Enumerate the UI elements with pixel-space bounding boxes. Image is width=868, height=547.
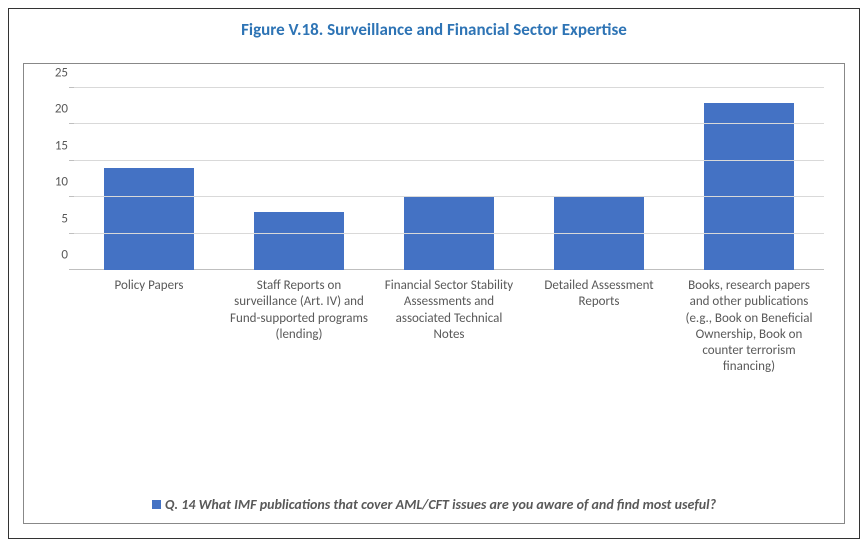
gridline — [74, 233, 824, 234]
ytick-label: 0 — [38, 248, 68, 263]
ytick-label: 15 — [38, 138, 68, 153]
legend: Q. 14 What IMF publications that cover A… — [24, 496, 844, 513]
figure-inner-frame: 0510152025 Policy PapersStaff Reports on… — [23, 63, 845, 524]
bar-slot — [374, 88, 524, 270]
gridline — [74, 87, 824, 88]
bar-slot — [74, 88, 224, 270]
ytick-label: 25 — [38, 66, 68, 81]
x-axis-label: Policy Papers — [74, 276, 224, 376]
bar — [704, 103, 794, 270]
bars-container — [74, 88, 824, 270]
bar-slot — [224, 88, 374, 270]
ytick-label: 20 — [38, 102, 68, 117]
chart-title: Figure V.18. Surveillance and Financial … — [9, 9, 859, 54]
bar — [104, 168, 194, 270]
gridline — [74, 196, 824, 197]
bar-slot — [674, 88, 824, 270]
figure-outer-frame: Figure V.18. Surveillance and Financial … — [8, 8, 860, 539]
ytick-mark — [69, 160, 74, 161]
ytick-mark — [69, 269, 74, 270]
plot-area: 0510152025 — [74, 88, 824, 270]
ytick-label: 5 — [38, 211, 68, 226]
x-axis-label: Staff Reports on surveillance (Art. IV) … — [224, 276, 374, 376]
legend-swatch — [152, 500, 161, 509]
ytick-mark — [69, 233, 74, 234]
x-axis-label: Books, research papers and other publica… — [674, 276, 824, 376]
x-axis-label: Financial Sector Stability Assessments a… — [374, 276, 524, 376]
legend-text: Q. 14 What IMF publications that cover A… — [165, 496, 716, 513]
ytick-mark — [69, 123, 74, 124]
bar — [254, 212, 344, 270]
gridline — [74, 160, 824, 161]
gridline — [74, 123, 824, 124]
bar-slot — [524, 88, 674, 270]
x-axis-label: Detailed Assessment Reports — [524, 276, 674, 376]
ytick-label: 10 — [38, 175, 68, 190]
ytick-mark — [69, 196, 74, 197]
x-axis-labels: Policy PapersStaff Reports on surveillan… — [74, 276, 824, 376]
ytick-mark — [69, 87, 74, 88]
